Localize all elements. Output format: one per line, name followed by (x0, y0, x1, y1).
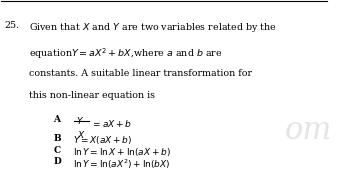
Text: A: A (54, 115, 60, 124)
Text: $\ln Y = \ln(aX^2) + \ln(bX)$: $\ln Y = \ln(aX^2) + \ln(bX)$ (73, 157, 170, 171)
Text: $X$: $X$ (77, 129, 86, 140)
Text: C: C (54, 146, 61, 155)
Text: Given that $X$ and $Y$ are two variables related by the: Given that $X$ and $Y$ are two variables… (29, 21, 277, 34)
Text: $Y$: $Y$ (76, 115, 84, 126)
Text: this non-linear equation is: this non-linear equation is (29, 91, 155, 100)
Text: 25.: 25. (5, 21, 20, 30)
Text: equation$Y = aX^2 + bX$,where $a$ and $b$ are: equation$Y = aX^2 + bX$,where $a$ and $b… (29, 46, 223, 61)
Text: B: B (54, 134, 61, 143)
Text: om: om (284, 115, 332, 146)
Text: constants. A suitable linear transformation for: constants. A suitable linear transformat… (29, 69, 252, 78)
Text: $Y = X(aX + b)$: $Y = X(aX + b)$ (73, 134, 132, 146)
Text: $\ln Y = \ln X + \ln(aX + b)$: $\ln Y = \ln X + \ln(aX + b)$ (73, 146, 171, 158)
Text: D: D (54, 157, 61, 167)
Text: $= aX + b$: $= aX + b$ (91, 118, 132, 129)
